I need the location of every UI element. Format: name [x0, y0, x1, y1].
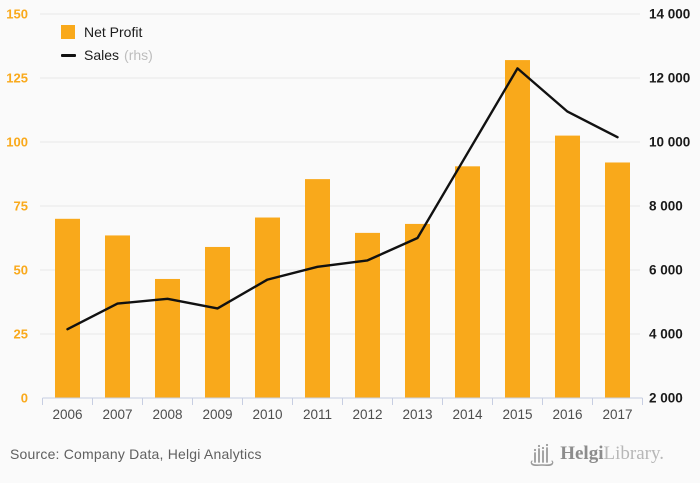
- year-label-2017: 2017: [602, 407, 632, 422]
- bar-2016: [555, 135, 580, 398]
- year-label-2010: 2010: [252, 407, 282, 422]
- right-axis-labels: 2 000 4 000 6 000 8 000 10 000 12 000 14 000: [649, 7, 690, 406]
- right-tick-label-12000: 12 000: [649, 71, 690, 86]
- right-tick-label-2000: 2 000: [649, 391, 683, 406]
- bar-2015: [505, 60, 530, 399]
- right-tick-label-10000: 10 000: [649, 135, 690, 150]
- sales-line-swatch-icon: [61, 53, 76, 57]
- year-label-2013: 2013: [402, 407, 432, 422]
- legend-sales-label: Sales: [84, 47, 120, 63]
- bar-2013: [405, 223, 430, 398]
- sales-line: [66, 67, 619, 331]
- right-tick-label-6000: 6 000: [649, 263, 683, 278]
- logo-wordmark: HelgiLibrary.: [560, 444, 664, 463]
- left-tick-label-150: 150: [6, 7, 28, 22]
- net-profit-swatch-icon: [61, 25, 75, 39]
- bar-2008: [155, 278, 180, 398]
- gridlines: [40, 13, 640, 335]
- left-tick-label-75: 75: [14, 199, 28, 214]
- net-profit-bars: [55, 60, 630, 399]
- year-label-2015: 2015: [502, 407, 532, 422]
- left-axis-labels: 0 25 50 75 100 125 150: [6, 7, 28, 406]
- x-axis: [42, 397, 643, 405]
- bar-2014: [455, 166, 480, 398]
- footer: Source: Company Data, Helgi Analytics He…: [0, 430, 700, 483]
- left-tick-label-0: 0: [21, 391, 28, 406]
- chart-legend: Net Profit Sales (rhs): [61, 24, 153, 63]
- logo-text-library: Library.: [603, 443, 665, 464]
- source-text: Source: Company Data, Helgi Analytics: [10, 445, 262, 462]
- helgi-library-logo: HelgiLibrary.: [530, 441, 664, 467]
- right-tick-label-8000: 8 000: [649, 199, 683, 214]
- bar-2010: [255, 217, 280, 398]
- year-label-2006: 2006: [52, 407, 82, 422]
- left-tick-label-100: 100: [6, 135, 28, 150]
- logo-text-helgi: Helgi: [560, 443, 604, 464]
- right-tick-label-4000: 4 000: [649, 327, 683, 342]
- right-tick-label-14000: 14 000: [649, 7, 690, 22]
- legend-item-net-profit: Net Profit: [61, 24, 153, 40]
- bar-2006: [55, 218, 80, 398]
- left-tick-label-125: 125: [6, 71, 28, 86]
- bar-2007: [105, 235, 130, 398]
- year-label-2008: 2008: [152, 407, 182, 422]
- legend-item-sales: Sales (rhs): [61, 47, 153, 63]
- legend-sales-suffix: (rhs): [124, 47, 153, 63]
- x-axis-labels: 2006 2007 2008 2009 2010 2011 2012 2013 2014 2015…: [52, 407, 632, 422]
- left-tick-label-25: 25: [14, 327, 28, 342]
- legend-net-profit-label: Net Profit: [84, 24, 143, 40]
- bar-2011: [305, 179, 330, 398]
- bar-2017: [605, 162, 630, 398]
- year-label-2011: 2011: [303, 407, 332, 422]
- year-label-2016: 2016: [552, 407, 582, 422]
- year-label-2014: 2014: [452, 407, 483, 422]
- chart-area: 0 25 50 75 100 125 150 2 000 4 000 6 000 8 000 10 0…: [6, 7, 690, 423]
- year-label-2012: 2012: [352, 407, 382, 422]
- bar-2009: [205, 246, 230, 398]
- chart-canvas: 0 25 50 75 100 125 150 2 000 4 000 6 000 8 000 10 0…: [6, 7, 690, 423]
- year-label-2007: 2007: [102, 407, 132, 422]
- year-label-2009: 2009: [202, 407, 232, 422]
- helgi-skyline-icon: [530, 443, 554, 466]
- left-tick-label-50: 50: [14, 263, 28, 278]
